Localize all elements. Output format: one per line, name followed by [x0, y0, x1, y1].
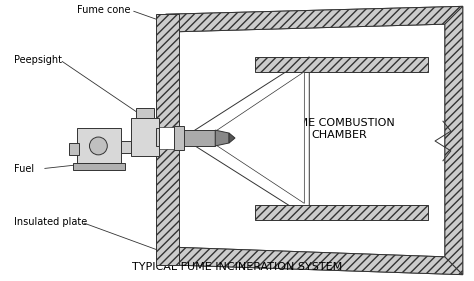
Text: Peepsight: Peepsight: [14, 55, 62, 65]
Polygon shape: [166, 247, 463, 275]
Bar: [156, 14, 179, 265]
Polygon shape: [166, 24, 445, 257]
Polygon shape: [215, 130, 229, 146]
Bar: [136, 108, 154, 118]
Bar: [255, 205, 428, 220]
Bar: [155, 127, 180, 149]
Bar: [255, 57, 428, 72]
Polygon shape: [229, 133, 235, 143]
Text: Fuel: Fuel: [14, 164, 34, 174]
Polygon shape: [205, 72, 304, 203]
Bar: [173, 126, 183, 150]
Polygon shape: [182, 57, 309, 218]
Bar: [131, 118, 159, 156]
Bar: [73, 163, 125, 170]
Bar: [69, 143, 79, 155]
Text: FUME COMBUSTION
CHAMBER: FUME COMBUSTION CHAMBER: [283, 118, 394, 140]
Bar: [179, 130, 215, 146]
Polygon shape: [166, 6, 463, 32]
Polygon shape: [445, 6, 463, 275]
Bar: [121, 141, 131, 153]
Bar: [77, 128, 121, 163]
Bar: [156, 128, 159, 146]
Text: Fume cone: Fume cone: [77, 5, 130, 15]
Polygon shape: [166, 6, 463, 275]
Text: TYPICAL FUME INCINERATION SYSTEM: TYPICAL FUME INCINERATION SYSTEM: [132, 262, 342, 272]
Circle shape: [90, 137, 107, 155]
Text: Insulated plate: Insulated plate: [14, 217, 88, 227]
